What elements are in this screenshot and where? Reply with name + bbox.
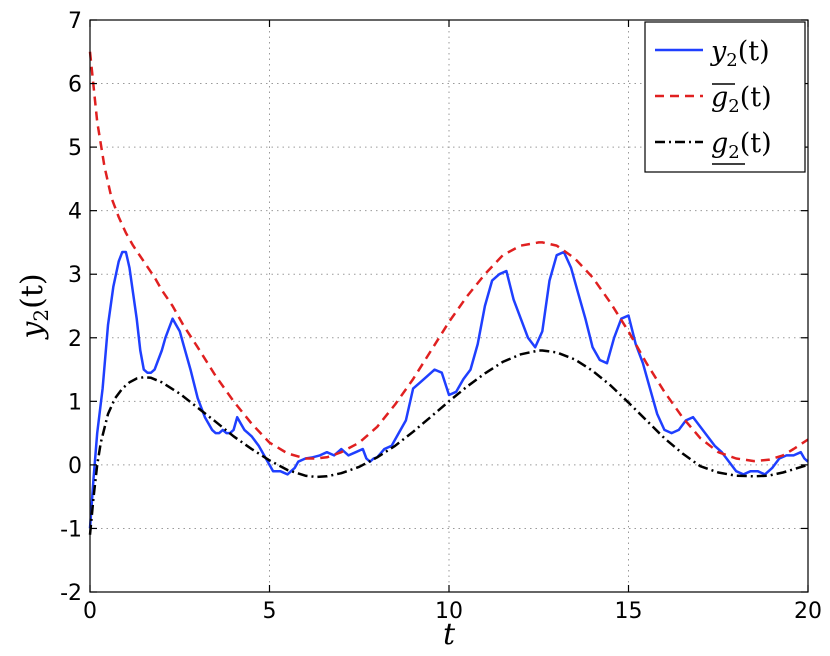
- series-layer: [88, 51, 809, 535]
- y-tick-label: 7: [68, 9, 82, 34]
- x-tick-label: 15: [615, 599, 643, 624]
- series-line-2: [88, 349, 809, 535]
- x-tick-label: 0: [83, 599, 97, 624]
- legend-label-2: g2(t): [711, 128, 772, 163]
- x-tick-label: 20: [794, 599, 822, 624]
- x-tick-label: 10: [435, 599, 463, 624]
- y-tick-label: -2: [60, 581, 82, 606]
- x-axis-label: t: [443, 617, 456, 652]
- y-tick-label: 6: [68, 73, 82, 98]
- legend-label-0: y2(t): [710, 36, 770, 71]
- y-tick-label: 2: [68, 327, 82, 352]
- y-tick-label: -1: [60, 517, 82, 542]
- svg-text:y2(t): y2(t): [15, 273, 53, 340]
- y-axis-label: y2(t): [15, 273, 53, 340]
- series-line-0: [88, 250, 809, 529]
- y-tick-label: 4: [68, 200, 82, 225]
- legend: y2(t) g2(t) g2(t): [644, 21, 806, 173]
- y-tick-label: 5: [68, 136, 82, 161]
- legend-label-1: g2(t): [711, 82, 772, 117]
- y-tick-label: 0: [68, 454, 82, 479]
- series-line-1: [88, 51, 809, 463]
- axis-ticks: 0 5 10 15 20 -2 -1 0 1 2 3 4 5 6 7: [60, 9, 822, 624]
- y-tick-label: 1: [68, 390, 82, 415]
- y-tick-label: 3: [68, 263, 82, 288]
- x-tick-label: 5: [263, 599, 277, 624]
